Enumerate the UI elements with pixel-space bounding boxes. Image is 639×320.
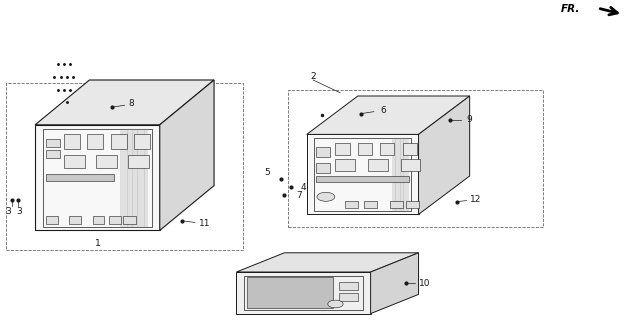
Bar [403, 143, 417, 155]
Text: 4: 4 [301, 183, 306, 192]
Bar [46, 139, 60, 147]
Bar [64, 155, 85, 168]
Text: 10: 10 [419, 279, 431, 288]
Polygon shape [236, 253, 419, 272]
Bar [128, 155, 149, 168]
Bar [123, 216, 136, 224]
Text: 11: 11 [199, 220, 210, 228]
Bar [380, 143, 394, 155]
Bar [111, 134, 127, 149]
Bar [109, 216, 121, 224]
Bar [46, 174, 114, 181]
Bar [93, 216, 104, 224]
Circle shape [328, 300, 343, 308]
Polygon shape [160, 80, 214, 230]
Text: 9: 9 [467, 116, 472, 124]
Polygon shape [35, 125, 160, 230]
Bar [46, 216, 58, 224]
Bar [364, 201, 377, 208]
Text: FR.: FR. [561, 4, 580, 14]
Circle shape [317, 192, 335, 201]
Bar [358, 143, 372, 155]
Bar [316, 147, 330, 157]
Bar [134, 134, 150, 149]
Text: 12: 12 [470, 196, 482, 204]
Bar [401, 159, 420, 171]
Bar [335, 143, 350, 155]
Polygon shape [236, 272, 371, 314]
Polygon shape [419, 96, 470, 214]
Text: 2: 2 [311, 72, 316, 81]
Text: 6: 6 [381, 106, 386, 115]
Text: 7: 7 [296, 191, 302, 200]
Bar [339, 282, 358, 290]
Polygon shape [307, 96, 470, 134]
Bar [96, 155, 117, 168]
Bar [316, 176, 409, 182]
Polygon shape [35, 80, 214, 125]
Bar [335, 159, 355, 171]
Bar [339, 293, 358, 301]
Text: 1: 1 [95, 239, 100, 248]
Text: 3: 3 [6, 207, 11, 216]
Polygon shape [307, 134, 419, 214]
Bar [69, 216, 81, 224]
Bar [368, 159, 387, 171]
Text: 8: 8 [128, 100, 134, 108]
Text: 5: 5 [265, 168, 270, 177]
Text: 3: 3 [17, 207, 22, 216]
Bar [345, 201, 358, 208]
Bar [247, 277, 333, 308]
Polygon shape [371, 253, 419, 314]
Bar [316, 163, 330, 173]
Bar [390, 201, 403, 208]
Bar [88, 134, 104, 149]
Bar [406, 201, 419, 208]
Bar [46, 150, 60, 158]
Bar [64, 134, 80, 149]
